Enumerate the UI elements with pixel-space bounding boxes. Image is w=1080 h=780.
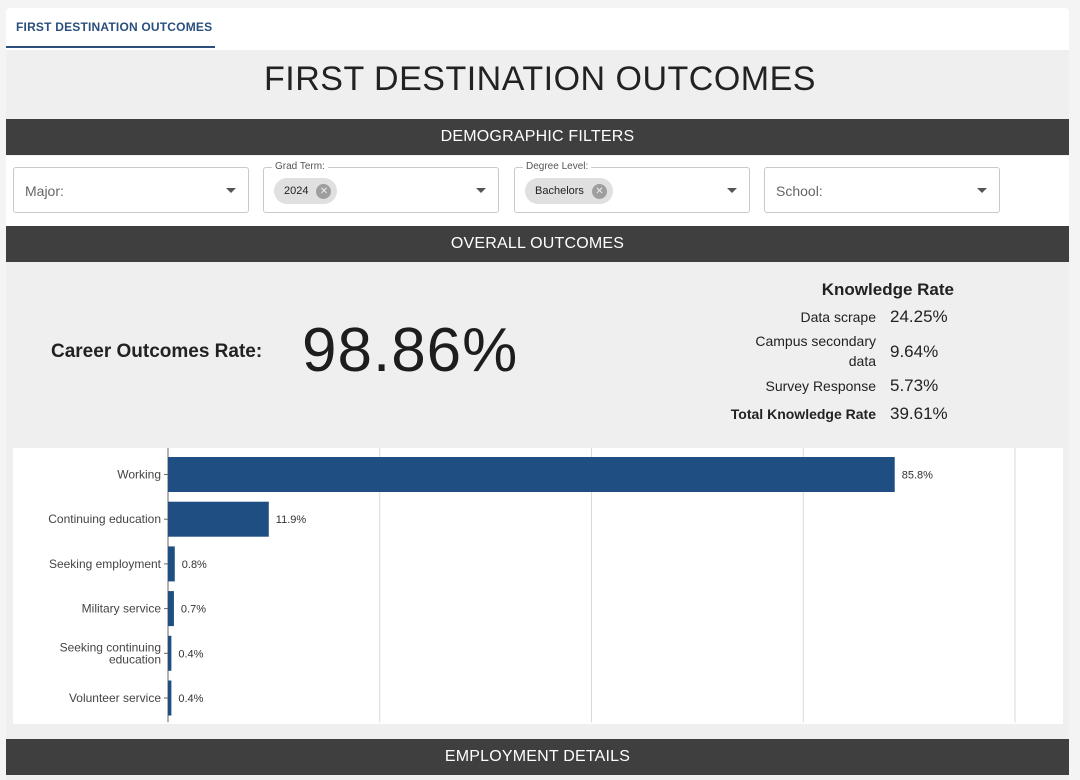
school-select[interactable]: School: <box>764 167 1000 213</box>
data-label: 0.4% <box>178 693 203 705</box>
career-outcomes-label: Career Outcomes Rate: <box>51 341 263 362</box>
section-header-employment-details: EMPLOYMENT DETAILS <box>6 739 1069 775</box>
category-label: Volunteer service <box>69 691 161 705</box>
knowledge-rate-value: 9.64% <box>890 342 939 361</box>
tab-first-destination-outcomes[interactable]: FIRST DESTINATION OUTCOMES <box>6 8 215 48</box>
grad-term-label: Grad Term: <box>272 161 328 172</box>
tab-bar: FIRST DESTINATION OUTCOMES <box>6 8 1069 50</box>
chevron-down-icon <box>977 188 987 193</box>
category-label: Seeking continuing education <box>60 640 161 666</box>
category-label: Continuing education <box>48 512 161 526</box>
career-outcomes-value: 98.86% <box>302 316 519 385</box>
data-label: 11.9% <box>276 514 307 526</box>
bar[interactable] <box>168 680 172 716</box>
bar[interactable] <box>168 546 175 582</box>
knowledge-rate-value: 39.61% <box>890 404 948 423</box>
school-placeholder: School: <box>776 183 823 199</box>
chevron-down-icon <box>226 188 236 193</box>
chevron-down-icon <box>727 188 737 193</box>
degree-level-select[interactable]: Degree Level: Bachelors ✕ <box>514 161 750 213</box>
outcomes-bar-chart: Working 85.8% Continuing education 11.9% See… <box>48 448 1016 723</box>
category-label: Military service <box>82 602 162 616</box>
grad-term-chip[interactable]: 2024 ✕ <box>274 178 338 204</box>
outcomes-chart: Working 85.8% Continuing education 11.9% See… <box>13 448 1063 724</box>
category-label: Working <box>117 468 161 482</box>
degree-level-label: Degree Level: <box>523 161 592 172</box>
knowledge-rate-value: 5.73% <box>890 376 939 395</box>
grad-term-select[interactable]: Grad Term: 2024 ✕ <box>263 161 499 213</box>
section-header-demographic-filters: DEMOGRAPHIC FILTERS <box>6 119 1069 155</box>
filters-row: Major: Grad Term: 2024 ✕ Degree Level: B… <box>6 156 1069 226</box>
degree-level-chip[interactable]: Bachelors ✕ <box>525 178 613 204</box>
major-placeholder: Major: <box>25 183 64 199</box>
section-header-overall-outcomes: OVERALL OUTCOMES <box>6 226 1069 262</box>
chip-label: 2024 <box>284 185 309 197</box>
close-circle-icon[interactable]: ✕ <box>316 183 332 199</box>
outcomes-summary <box>6 262 1069 448</box>
knowledge-rate-name: Survey Response <box>765 378 876 394</box>
knowledge-rate-value: 24.25% <box>890 307 948 326</box>
knowledge-rate-title: Knowledge Rate <box>821 280 954 299</box>
major-select[interactable]: Major: <box>13 167 249 213</box>
close-circle-icon[interactable]: ✕ <box>591 183 607 199</box>
knowledge-rate-name: Total Knowledge Rate <box>730 406 876 422</box>
bar[interactable] <box>168 591 174 627</box>
category-label: Seeking employment <box>49 557 162 571</box>
data-label: 85.8% <box>902 470 933 482</box>
bar[interactable] <box>168 635 172 671</box>
tab-label: FIRST DESTINATION OUTCOMES <box>16 20 213 34</box>
knowledge-rate-name: Campus secondary data <box>755 333 876 369</box>
bar[interactable] <box>168 501 269 537</box>
data-label: 0.7% <box>181 604 206 616</box>
chevron-down-icon <box>476 188 486 193</box>
knowledge-rate-name: Data scrape <box>800 309 876 325</box>
chip-label: Bachelors <box>535 185 584 197</box>
bar[interactable] <box>168 457 895 492</box>
page-title: FIRST DESTINATION OUTCOMES <box>264 60 816 98</box>
data-label: 0.8% <box>182 559 207 571</box>
data-label: 0.4% <box>178 648 203 660</box>
